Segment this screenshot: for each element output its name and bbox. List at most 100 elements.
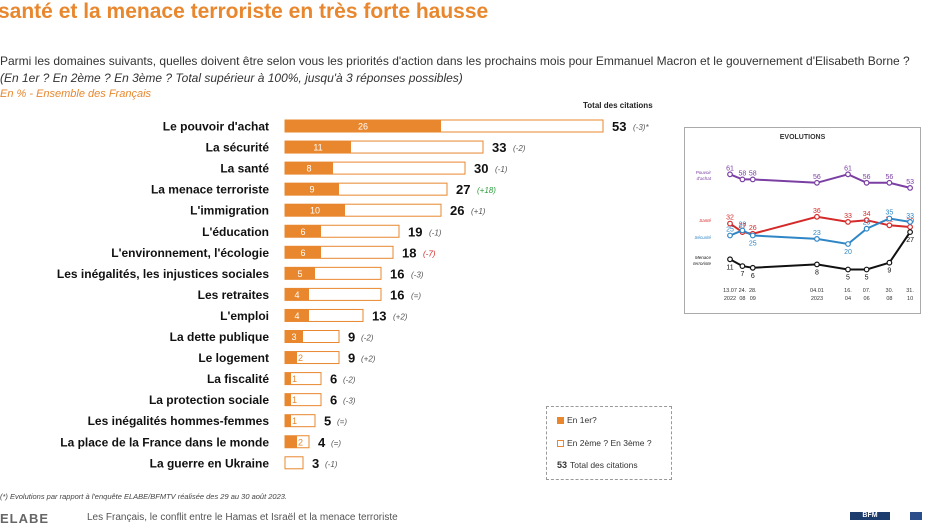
category-label: Les inégalités, les injustices sociales [57, 267, 269, 281]
total-value-label: 18 [402, 245, 416, 260]
total-value-label: 6 [330, 372, 337, 387]
series-point [863, 266, 870, 273]
legend-total-number: 53 [557, 460, 568, 470]
x-tick-label: 04 [845, 296, 851, 302]
first-bar [285, 351, 297, 364]
total-value-label: 53 [612, 119, 626, 134]
x-tick-label: 07. [863, 288, 871, 294]
point-value-label: 25 [726, 227, 734, 234]
point-value-label: 28 [739, 221, 747, 228]
series-point [749, 176, 756, 183]
series-point [863, 179, 870, 186]
legend-total-label: Total des citations [570, 460, 638, 470]
first-bar [285, 288, 309, 301]
evolution-label: (+2) [393, 312, 408, 321]
point-value-label: 35 [885, 210, 893, 217]
point-value-label: 11 [726, 264, 733, 271]
total-value-label: 3 [312, 456, 319, 471]
first-bar [285, 141, 351, 154]
x-tick-label: 10 [907, 296, 913, 302]
first-bar [285, 183, 339, 196]
first-bar [285, 246, 321, 259]
first-value-label: 4 [294, 290, 299, 300]
first-value-label: 11 [313, 143, 322, 153]
series-point [814, 235, 820, 242]
total-value-label: 33 [492, 140, 506, 155]
total-value-label: 4 [318, 435, 326, 450]
evolution-label: (=) [337, 418, 347, 427]
series-point [727, 171, 733, 178]
evolution-label: (-2) [343, 376, 356, 385]
evolution-label: (=) [331, 439, 341, 448]
category-label: La dette publique [170, 330, 270, 344]
total-value-label: 9 [348, 330, 355, 345]
first-value-label: 6 [300, 227, 305, 237]
x-tick-label: 13.07 [723, 288, 737, 294]
series-point [727, 232, 733, 239]
series-label: Pouvoir [696, 170, 712, 175]
footnote: (*) Evolutions par rapport à l'enquête E… [0, 492, 288, 501]
category-label: Le logement [198, 351, 269, 365]
total-value-label: 5 [324, 414, 331, 429]
series-label: Santé [699, 218, 711, 223]
evolution-label: (-3) [343, 397, 356, 406]
category-label: La protection sociale [149, 393, 269, 407]
series-point [886, 179, 893, 186]
total-value-label: 16 [390, 266, 404, 281]
series-point [814, 179, 820, 186]
x-tick-label: 30. [886, 288, 894, 294]
evolution-label: (-3) [411, 270, 424, 279]
point-value-label: 6 [751, 273, 755, 280]
point-value-label: 25 [749, 241, 757, 248]
first-bar [285, 414, 291, 427]
point-value-label: 33 [844, 213, 852, 220]
first-value-label: 2 [298, 353, 303, 363]
first-bar [285, 330, 303, 343]
total-value-label: 30 [474, 161, 488, 176]
bfm-badge-tail [910, 512, 922, 520]
x-tick-label: 08 [886, 296, 892, 302]
question-text: Parmi les domaines suivants, quelles doi… [0, 54, 910, 68]
x-tick-label: 31. [906, 288, 914, 294]
series-line [729, 231, 911, 271]
series-point [814, 213, 820, 220]
point-value-label: 8 [815, 269, 819, 276]
legend-swatch-other [557, 440, 564, 448]
series-point [739, 263, 746, 270]
total-value-label: 6 [330, 393, 337, 408]
total-value-label: 13 [372, 308, 386, 323]
point-value-label: 58 [739, 170, 747, 177]
point-value-label: 33 [906, 213, 914, 220]
category-label: La fiscalité [207, 372, 269, 386]
first-bar [285, 309, 309, 322]
series-label: terroriste [693, 261, 711, 266]
point-value-label: 29 [863, 220, 871, 227]
series-label: Sécurité [694, 235, 711, 240]
evolution-label: (+1) [471, 207, 486, 216]
series-point [739, 227, 746, 234]
chart-subtitle: En % - Ensemble des Français [0, 88, 152, 100]
first-value-label: 1 [292, 395, 297, 405]
x-tick-label: 2023 [811, 296, 823, 302]
first-value-label: 3 [291, 332, 296, 342]
series-point [845, 218, 851, 225]
evolution-label: (+2) [361, 355, 376, 364]
bfm-badge: BFM [850, 512, 890, 520]
category-label: L'éducation [202, 225, 269, 239]
point-value-label: 56 [885, 174, 893, 181]
x-tick-label: 09 [750, 296, 756, 302]
point-value-label: 61 [844, 165, 852, 172]
point-value-label: 34 [863, 211, 871, 218]
point-value-label: 27 [739, 223, 747, 230]
evolutions-panel: EVOLUTIONS 61 58 58 56 61 56 56 53 Pouvoir d'acha… [684, 127, 921, 314]
series-point [863, 225, 870, 232]
category-label: La menace terroriste [151, 183, 269, 197]
category-label: Les inégalités hommes-femmes [88, 414, 270, 428]
point-value-label: 58 [749, 170, 757, 177]
series-point [749, 232, 756, 239]
series-point [886, 222, 893, 229]
total-value-label: 19 [408, 224, 422, 239]
series-label: d'achat [697, 176, 712, 181]
series-point [907, 185, 913, 191]
